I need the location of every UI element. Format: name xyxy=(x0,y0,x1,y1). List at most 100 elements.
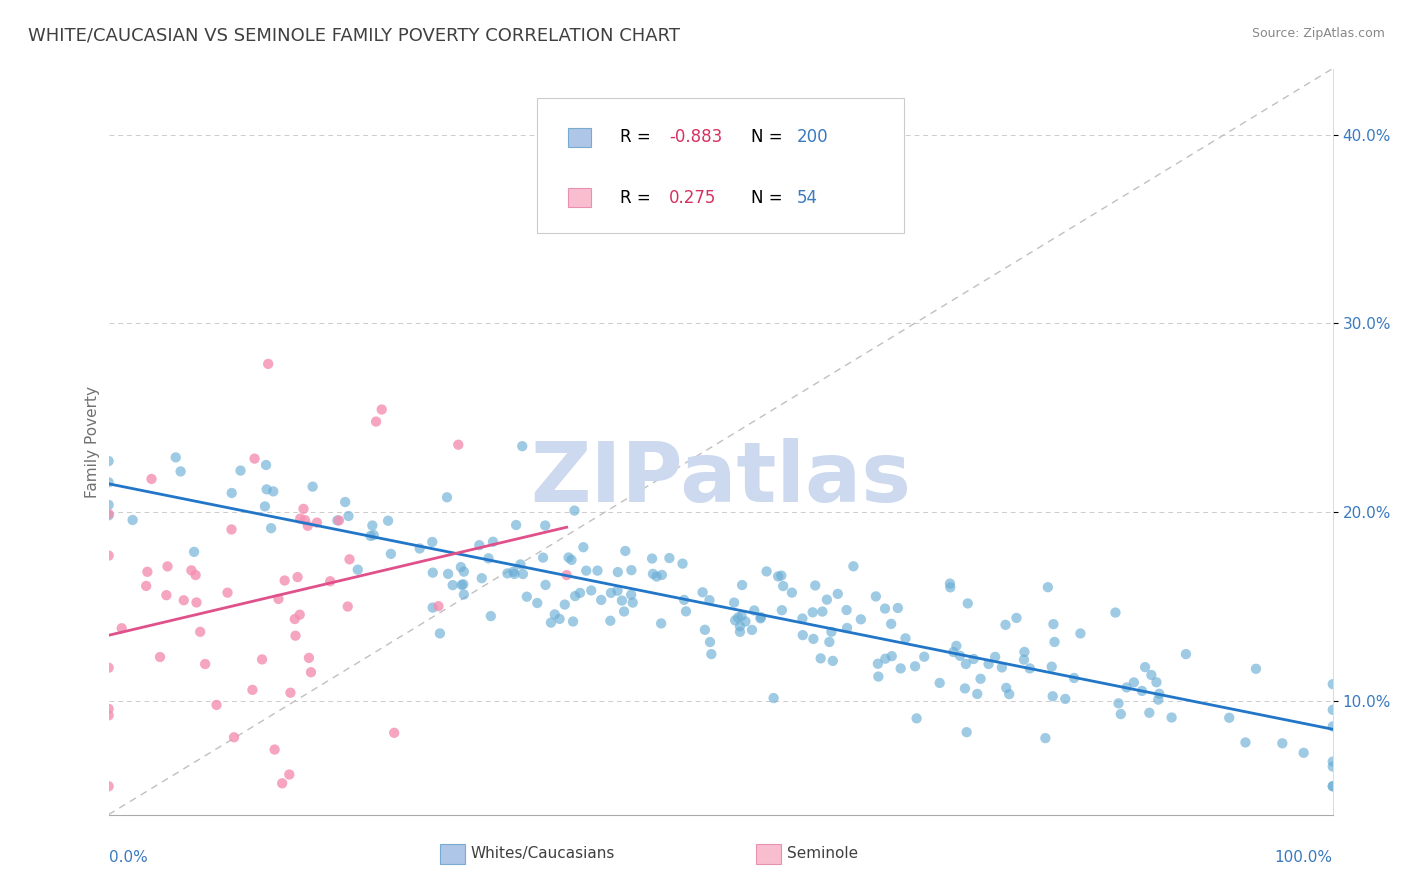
Point xyxy=(728,624,751,639)
Point xyxy=(97,702,120,716)
Point xyxy=(804,578,827,592)
Point xyxy=(512,567,534,582)
Point xyxy=(453,577,475,591)
Point xyxy=(998,687,1021,701)
Point xyxy=(658,551,681,566)
Point xyxy=(380,547,402,561)
Point xyxy=(699,635,721,649)
Point xyxy=(1063,671,1085,685)
Point xyxy=(509,558,531,572)
Point xyxy=(575,564,598,578)
Point xyxy=(1054,692,1077,706)
Point xyxy=(730,608,752,623)
Point xyxy=(1160,710,1182,724)
Point xyxy=(815,592,838,607)
Point xyxy=(734,615,756,629)
Point xyxy=(135,579,157,593)
Point xyxy=(548,612,571,626)
Point xyxy=(97,475,120,490)
Point xyxy=(364,415,387,429)
Point xyxy=(243,451,266,466)
Point xyxy=(502,565,524,579)
Point xyxy=(531,550,554,565)
Point xyxy=(97,508,120,523)
Point xyxy=(600,586,623,600)
Point xyxy=(298,651,321,665)
Point xyxy=(591,593,613,607)
Point xyxy=(453,587,475,601)
Point xyxy=(111,621,134,635)
Text: R =: R = xyxy=(620,188,657,207)
Point xyxy=(205,698,228,712)
Point xyxy=(429,626,451,640)
Point xyxy=(471,571,494,585)
Point xyxy=(991,660,1014,674)
Point xyxy=(222,731,245,745)
Point xyxy=(699,593,721,607)
Point xyxy=(305,516,328,530)
Point xyxy=(409,541,432,556)
Point xyxy=(534,578,557,592)
Point xyxy=(610,593,633,607)
Point xyxy=(363,528,385,542)
Point xyxy=(621,596,644,610)
Point xyxy=(749,611,772,625)
Point xyxy=(620,563,643,577)
Point xyxy=(651,568,673,582)
Point xyxy=(1040,659,1063,673)
Point xyxy=(97,661,120,675)
Text: R =: R = xyxy=(620,128,657,146)
Point xyxy=(1147,687,1170,701)
Point xyxy=(849,612,872,626)
Point xyxy=(278,767,301,781)
Point xyxy=(260,521,283,535)
Point xyxy=(835,603,858,617)
Point xyxy=(650,616,672,631)
Point xyxy=(555,568,578,582)
Point xyxy=(453,565,475,579)
Point xyxy=(1292,746,1315,760)
Point xyxy=(437,566,460,581)
Point xyxy=(945,639,967,653)
Point xyxy=(221,486,243,500)
Point xyxy=(1174,647,1197,661)
Point xyxy=(496,566,519,581)
Point xyxy=(821,654,844,668)
Point xyxy=(253,500,276,514)
Point xyxy=(427,599,450,614)
Point xyxy=(1322,719,1344,733)
Point xyxy=(562,615,585,629)
Point xyxy=(811,605,834,619)
Point xyxy=(554,598,576,612)
Point xyxy=(250,652,273,666)
Text: 0.0%: 0.0% xyxy=(108,850,148,865)
Point xyxy=(526,596,548,610)
Point xyxy=(257,357,280,371)
Text: 54: 54 xyxy=(797,188,818,207)
Point xyxy=(1140,668,1163,682)
Point xyxy=(875,651,897,665)
Point xyxy=(288,607,311,622)
Point xyxy=(263,742,285,756)
Point xyxy=(136,565,159,579)
Point xyxy=(468,538,491,552)
Point xyxy=(450,578,472,592)
Point xyxy=(141,472,163,486)
Point xyxy=(953,681,976,696)
Point xyxy=(505,518,527,533)
Y-axis label: Family Poverty: Family Poverty xyxy=(86,385,100,498)
Point xyxy=(692,585,714,599)
Point xyxy=(581,583,603,598)
Point xyxy=(641,551,664,566)
Point xyxy=(995,681,1018,695)
Text: N =: N = xyxy=(751,188,789,207)
Point xyxy=(865,590,887,604)
Point xyxy=(534,518,557,533)
Point xyxy=(673,593,696,607)
Point xyxy=(1322,677,1344,691)
Point xyxy=(880,649,903,664)
Point xyxy=(564,589,586,603)
Text: 100.0%: 100.0% xyxy=(1275,850,1333,865)
Point xyxy=(1322,755,1344,769)
Point xyxy=(194,657,217,671)
